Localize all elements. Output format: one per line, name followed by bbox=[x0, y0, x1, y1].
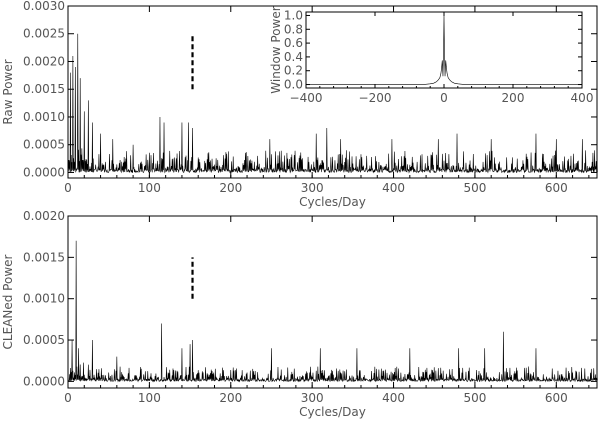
raw-power-panel: 0 100 200 300 400 500 600 0.0000 0.0005 0.0010 0.0… bbox=[1, 0, 598, 209]
window-x-tick-label: 200 bbox=[502, 91, 525, 105]
raw-x-tick-label: 400 bbox=[382, 181, 405, 195]
clean-x-tick-label: 100 bbox=[138, 391, 161, 405]
window-y-tick-label: 0.2 bbox=[284, 64, 303, 78]
raw-x-axis-title: Cycles/Day bbox=[299, 195, 366, 209]
raw-y-axis-title: Raw Power bbox=[1, 59, 15, 124]
clean-x-tick-label: 600 bbox=[545, 391, 568, 405]
clean-x-axis-title: Cycles/Day bbox=[299, 405, 366, 419]
window-y-tick-label: 1.0 bbox=[284, 8, 303, 22]
window-x-tick-label: 400 bbox=[571, 91, 594, 105]
raw-x-tick-label: 100 bbox=[138, 181, 161, 195]
clean-x-tick-label: 300 bbox=[301, 391, 324, 405]
window-y-axis-title: Window Power bbox=[269, 6, 283, 93]
window-y-tick-label: 0.6 bbox=[284, 36, 303, 50]
clean-y-tick-label: 0.0015 bbox=[23, 250, 65, 264]
clean-x-tick-label: 400 bbox=[382, 391, 405, 405]
raw-y-tick-label: 0.0005 bbox=[23, 138, 65, 152]
clean-x-tick-label: 200 bbox=[219, 391, 242, 405]
raw-power-trace bbox=[67, 33, 598, 174]
raw-x-tick-label: 200 bbox=[219, 181, 242, 195]
window-y-tick-label: 0.0 bbox=[284, 78, 303, 92]
raw-y-tick-label: 0.0000 bbox=[23, 165, 65, 179]
clean-power-trace bbox=[67, 240, 598, 383]
clean-y-tick-label: 0.0010 bbox=[23, 292, 65, 306]
window-x-tick-label: −400 bbox=[290, 91, 323, 105]
window-y-tick-label: 0.8 bbox=[284, 22, 303, 36]
window-x-tick-label: 0 bbox=[440, 91, 448, 105]
raw-y-tick-label: 0.0030 bbox=[23, 0, 65, 13]
clean-y-axis-title: CLEANed Power bbox=[1, 254, 15, 349]
cleaned-power-panel: 0 100 200 300 400 500 600 0.0000 0.0005 0.0010 0.0… bbox=[1, 209, 598, 419]
clean-y-tick-label: 0.0000 bbox=[23, 374, 65, 388]
raw-x-tick-label: 500 bbox=[463, 181, 486, 195]
window-y-tick-label: 0.4 bbox=[284, 50, 303, 64]
clean-x-tick-label: 0 bbox=[64, 391, 72, 405]
raw-x-tick-label: 300 bbox=[301, 181, 324, 195]
clean-y-tick-label: 0.0005 bbox=[23, 333, 65, 347]
clean-plot-frame bbox=[67, 215, 598, 389]
raw-y-tick-label: 0.0025 bbox=[23, 27, 65, 41]
clean-x-tick-label: 500 bbox=[463, 391, 486, 405]
raw-y-tick-label: 0.0020 bbox=[23, 54, 65, 68]
window-x-tick-label: −200 bbox=[359, 91, 392, 105]
clean-y-tick-label: 0.0020 bbox=[23, 209, 65, 223]
window-power-inset: −400 −200 0 200 400 0.00.20.40.60.81.0Window … bbox=[269, 6, 593, 105]
raw-x-tick-label: 600 bbox=[545, 181, 568, 195]
raw-plot-frame bbox=[67, 5, 598, 179]
raw-x-tick-label: 0 bbox=[64, 181, 72, 195]
raw-y-tick-label: 0.0010 bbox=[23, 110, 65, 124]
raw-y-tick-label: 0.0015 bbox=[23, 82, 65, 96]
